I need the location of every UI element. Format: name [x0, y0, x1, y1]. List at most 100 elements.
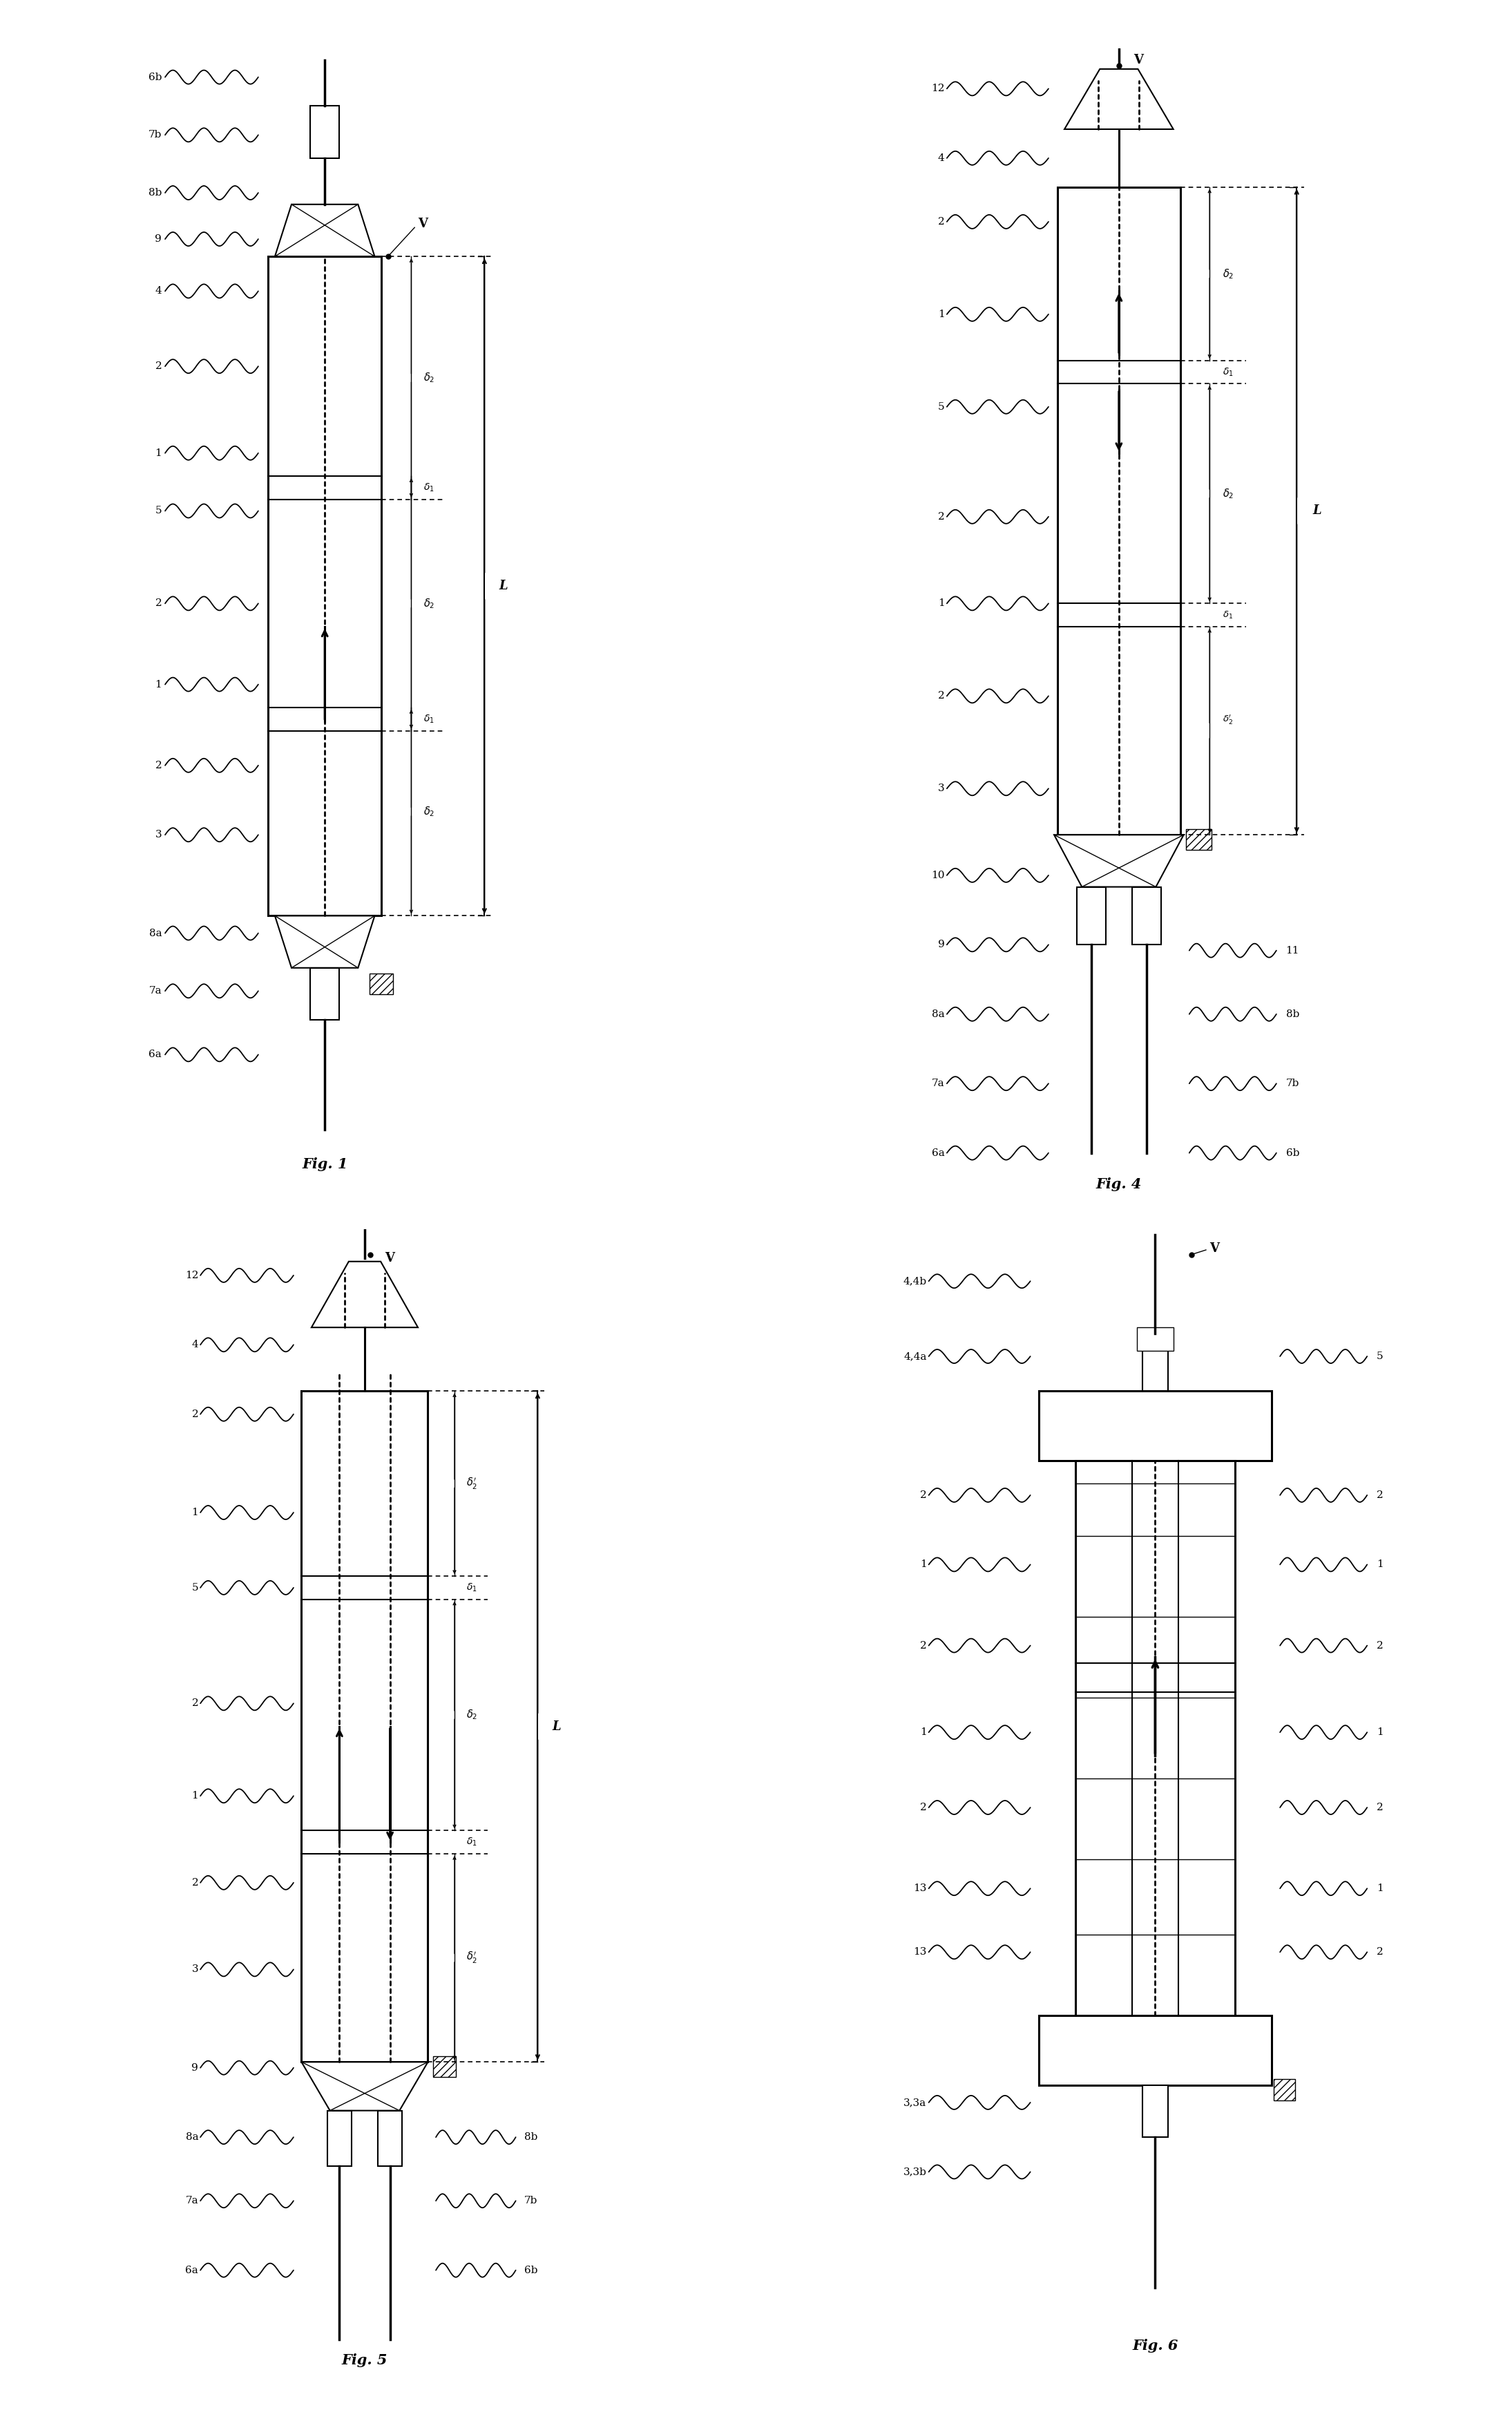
Text: 5: 5 [1376, 1352, 1383, 1362]
Text: $\delta_1$: $\delta_1$ [1223, 610, 1234, 619]
Text: $\delta_2'$: $\delta_2'$ [467, 1950, 478, 1964]
Text: 1: 1 [919, 1559, 927, 1569]
Polygon shape [275, 916, 375, 969]
Text: 2: 2 [919, 1803, 927, 1812]
Text: $\delta_2$: $\delta_2$ [423, 805, 434, 817]
Text: 8a: 8a [148, 928, 162, 937]
Text: 8a: 8a [931, 1010, 945, 1019]
Text: 8a: 8a [186, 2133, 198, 2142]
Text: $\delta_1$: $\delta_1$ [1223, 366, 1234, 378]
Bar [1137, 1328, 1173, 1350]
Text: 5: 5 [156, 506, 162, 516]
Text: $\delta_2$: $\delta_2$ [467, 1709, 478, 1721]
Text: Fig. 5: Fig. 5 [342, 2355, 387, 2367]
Text: 12: 12 [184, 1270, 198, 1280]
Bar [1273, 2080, 1296, 2099]
Text: 2: 2 [937, 692, 945, 701]
Text: V: V [1210, 1244, 1219, 1256]
Text: 3,3b: 3,3b [903, 2167, 927, 2176]
Polygon shape [311, 1260, 417, 1328]
Text: 2: 2 [192, 1699, 198, 1709]
Text: 2: 2 [937, 217, 945, 227]
Bar [328, 2111, 351, 2167]
Text: V: V [1134, 53, 1143, 65]
Text: 6b: 6b [1285, 1147, 1299, 1157]
Text: 7a: 7a [186, 2196, 198, 2205]
Text: 13: 13 [913, 1885, 927, 1894]
Text: L: L [1312, 504, 1321, 518]
Text: 2: 2 [919, 1641, 927, 1651]
Text: 3: 3 [192, 1964, 198, 1974]
Bar [1039, 1391, 1272, 1460]
Text: 7b: 7b [148, 130, 162, 140]
Text: V: V [384, 1251, 395, 1265]
Text: $\delta_2$: $\delta_2$ [423, 371, 434, 383]
Text: 1: 1 [192, 1509, 198, 1518]
Text: $\delta_1$: $\delta_1$ [467, 1836, 478, 1848]
Text: 1: 1 [937, 308, 945, 318]
Polygon shape [275, 205, 375, 255]
Text: 2: 2 [1376, 1641, 1383, 1651]
Text: $\delta_1$: $\delta_1$ [467, 1581, 478, 1593]
Polygon shape [301, 2063, 428, 2111]
Text: 5: 5 [192, 1583, 198, 1593]
Text: L: L [552, 1721, 561, 1733]
Text: 8b: 8b [148, 188, 162, 198]
Text: 2: 2 [1376, 1489, 1383, 1499]
Bar [1185, 829, 1211, 851]
Polygon shape [1064, 70, 1173, 130]
Text: 7a: 7a [148, 986, 162, 995]
Text: 2: 2 [937, 511, 945, 521]
Text: 1: 1 [919, 1728, 927, 1738]
Text: 13: 13 [913, 1947, 927, 1957]
Bar [432, 2056, 457, 2077]
Text: 7b: 7b [525, 2196, 538, 2205]
Bar [310, 106, 339, 159]
Text: 2: 2 [156, 762, 162, 771]
Text: 4: 4 [192, 1340, 198, 1350]
Text: 9: 9 [937, 940, 945, 950]
Text: 8b: 8b [1285, 1010, 1299, 1019]
Text: Fig. 1: Fig. 1 [302, 1157, 348, 1171]
Bar [378, 2111, 402, 2167]
Text: 5: 5 [937, 402, 945, 412]
Bar [301, 1391, 428, 2063]
Bar [1143, 2085, 1167, 2138]
Bar [370, 974, 393, 995]
Bar [1132, 887, 1161, 945]
Text: Fig. 6: Fig. 6 [1132, 2338, 1178, 2352]
Text: $\delta_2'$: $\delta_2'$ [467, 1477, 478, 1492]
Bar [1039, 2015, 1272, 2085]
Text: 6a: 6a [931, 1147, 945, 1157]
Text: 3,3a: 3,3a [904, 2097, 927, 2106]
Text: 6a: 6a [148, 1051, 162, 1060]
Text: $\delta_2$: $\delta_2$ [423, 598, 434, 610]
Text: 1: 1 [1376, 1559, 1383, 1569]
Text: 9: 9 [156, 234, 162, 243]
Text: 3: 3 [937, 783, 945, 793]
Text: 7a: 7a [931, 1080, 945, 1089]
Text: 9: 9 [192, 2063, 198, 2073]
Text: 10: 10 [931, 870, 945, 880]
Text: $\delta_2$: $\delta_2$ [1223, 268, 1234, 280]
Text: 2: 2 [156, 598, 162, 607]
Bar [1077, 887, 1105, 945]
Text: 4: 4 [156, 287, 162, 296]
Bar [1075, 1460, 1235, 2015]
Text: 6a: 6a [186, 2265, 198, 2275]
Bar [310, 969, 339, 1019]
Text: 11: 11 [1285, 945, 1299, 954]
Text: 4,4b: 4,4b [903, 1277, 927, 1287]
Text: 4,4a: 4,4a [904, 1352, 927, 1362]
Text: 1: 1 [937, 598, 945, 607]
Text: 2: 2 [156, 361, 162, 371]
Text: 2: 2 [1376, 1947, 1383, 1957]
Text: 8b: 8b [525, 2133, 538, 2142]
Text: 2: 2 [192, 1410, 198, 1419]
Bar [1057, 188, 1181, 834]
Text: $\delta_2$: $\delta_2$ [1223, 487, 1234, 499]
Text: $\delta_1$: $\delta_1$ [423, 482, 434, 494]
Text: 2: 2 [919, 1489, 927, 1499]
Text: 1: 1 [192, 1791, 198, 1800]
Text: 6b: 6b [525, 2265, 538, 2275]
